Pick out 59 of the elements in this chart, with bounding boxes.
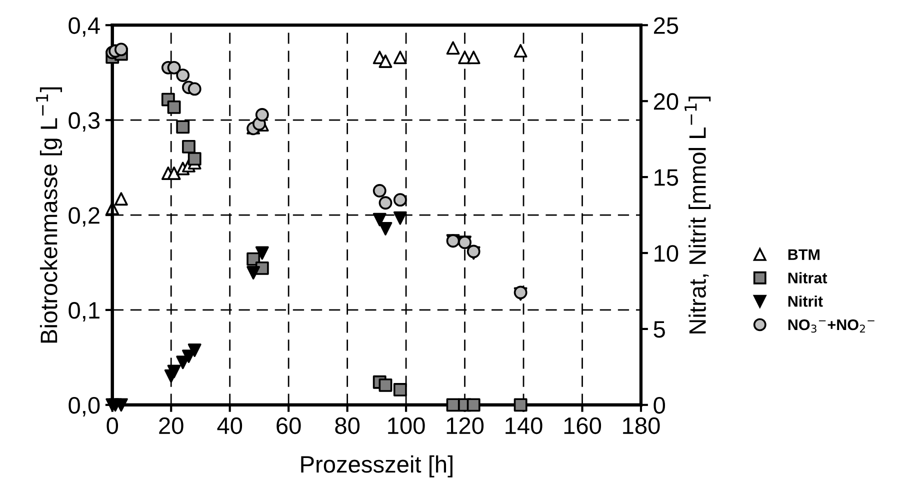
point <box>466 398 480 412</box>
point <box>167 60 181 74</box>
point <box>182 140 196 154</box>
legend-label: Nitrit <box>788 296 823 307</box>
x-axis-title: Prozesszeit [h] <box>301 455 452 478</box>
y2-axis-title: Nitrat, Nitrit [mmol L$^{−1}$] <box>684 96 711 334</box>
y2-tick-label: 15 <box>654 169 678 186</box>
y-tick-label: 0,1 <box>68 302 100 322</box>
x-tick-label: 20 <box>159 417 184 434</box>
legend-label: Nitrat <box>788 272 828 284</box>
point <box>378 54 392 68</box>
x-tick-label: 0 <box>106 417 118 434</box>
x-tick-label: 180 <box>623 417 660 434</box>
legend-label: NO$_{3}$$^{−}$+NO$_{2}$$^{−}$ <box>788 319 874 333</box>
point <box>188 82 202 96</box>
x-tick-label: 140 <box>506 417 542 434</box>
point <box>188 344 202 357</box>
point <box>246 266 260 280</box>
x-tick-label: 120 <box>446 417 484 434</box>
point <box>372 184 386 198</box>
y2-tick-label: 0 <box>654 396 665 414</box>
point <box>255 246 269 260</box>
y-tick-label: 0,3 <box>68 112 100 132</box>
x-tick-label: 160 <box>564 417 602 434</box>
legend-label: BTM <box>788 249 820 260</box>
point <box>188 152 202 166</box>
point <box>393 193 407 207</box>
x-tick-label: 80 <box>335 417 360 434</box>
point <box>114 398 128 412</box>
point <box>167 166 181 180</box>
x-tick-label: 60 <box>276 417 301 434</box>
y2-tick-label: 20 <box>654 93 678 110</box>
point <box>514 398 528 412</box>
point <box>167 364 181 378</box>
point <box>114 192 128 206</box>
point <box>378 196 392 210</box>
y-tick-label: 0,2 <box>68 207 100 227</box>
point <box>255 108 269 122</box>
point <box>176 68 190 82</box>
y-axis-title: Biotrockenmasse [g L$^{−1}$] <box>36 87 62 343</box>
point <box>167 100 181 114</box>
y2-tick-label: 5 <box>654 321 665 338</box>
point <box>378 378 392 392</box>
point <box>393 50 407 64</box>
point <box>378 222 392 236</box>
y-tick-label: 0,0 <box>68 396 100 416</box>
point <box>176 120 190 134</box>
x-tick-label: 40 <box>217 417 242 434</box>
y2-tick-label: 10 <box>654 245 678 262</box>
point <box>514 44 528 58</box>
point <box>114 42 128 56</box>
point <box>466 50 480 64</box>
point <box>446 41 460 55</box>
y-tick-label: 0,4 <box>68 17 100 37</box>
point <box>393 383 407 396</box>
y2-tick-label: 25 <box>654 17 678 34</box>
x-tick-label: 100 <box>388 417 425 434</box>
point <box>393 211 407 225</box>
point <box>372 212 386 226</box>
